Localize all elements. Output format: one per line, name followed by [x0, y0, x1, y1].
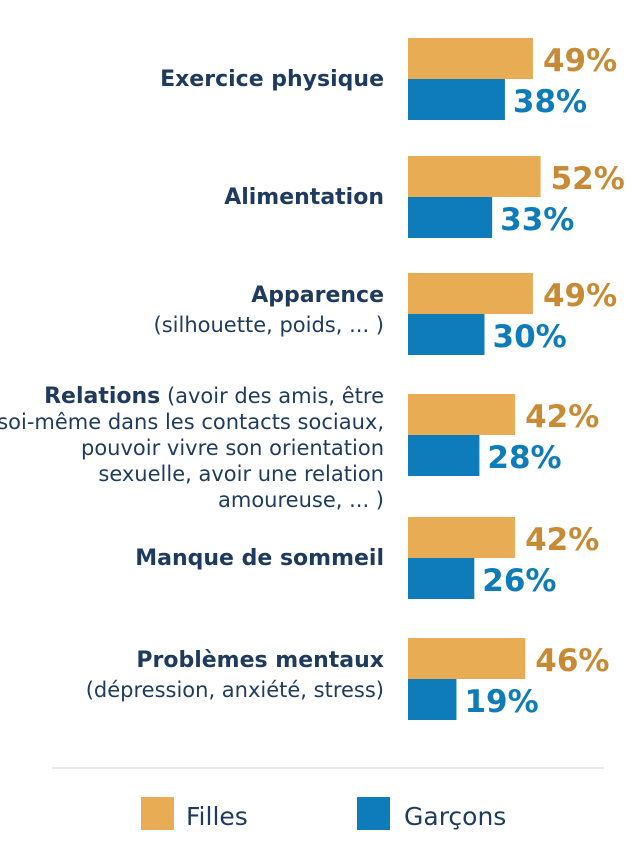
value-label-filles-alimentation: 52%	[551, 161, 625, 197]
value-label-garcons-problemes-mentaux: 19%	[464, 684, 538, 720]
bar-garcons-manque-de-sommeil	[408, 558, 475, 599]
value-label-filles-problemes-mentaux: 46%	[535, 643, 609, 679]
category-label-main: Problèmes mentaux	[136, 648, 384, 673]
bar-filles-apparence	[408, 273, 533, 314]
legend-label-filles: Filles	[186, 802, 248, 831]
bar-garcons-alimentation	[408, 197, 493, 238]
value-label-filles-apparence: 49%	[543, 278, 617, 314]
category-label-exercice-physique: Exercice physique	[160, 67, 384, 92]
value-label-garcons-apparence: 30%	[493, 319, 567, 355]
category-sublabel-problemes-mentaux: (dépression, anxiété, stress)	[86, 678, 384, 702]
category-sublabel-relations: amoureuse, ... )	[218, 488, 384, 512]
value-label-filles-manque-de-sommeil: 42%	[525, 522, 599, 558]
legend-label-garcons: Garçons	[404, 802, 506, 831]
category-label-alimentation: Alimentation	[224, 185, 384, 210]
legend-swatch-garcons	[357, 797, 390, 830]
category-label-relations: Relations (avoir des amis, être	[44, 384, 384, 409]
category-label-apparence: Apparence	[251, 283, 384, 308]
category-sublabel-relations: sexuelle, avoir une relation	[98, 462, 384, 486]
category-label-main: Alimentation	[224, 185, 384, 210]
value-label-garcons-exercice-physique: 38%	[513, 84, 587, 120]
category-label-main: Manque de sommeil	[135, 546, 384, 571]
value-label-filles-exercice-physique: 49%	[543, 43, 617, 79]
value-label-garcons-manque-de-sommeil: 26%	[482, 563, 556, 599]
legend-swatch-filles	[141, 797, 174, 830]
category-label-problemes-mentaux: Problèmes mentaux	[136, 648, 384, 673]
value-label-garcons-alimentation: 33%	[500, 202, 574, 238]
category-label-suffix: (avoir des amis, être	[160, 384, 384, 408]
bar-filles-problemes-mentaux	[408, 638, 526, 679]
category-sublabel-relations: soi-même dans les contacts sociaux,	[0, 410, 384, 434]
bar-filles-alimentation	[408, 156, 541, 197]
bar-filles-exercice-physique	[408, 38, 533, 79]
bar-garcons-problemes-mentaux	[408, 679, 457, 720]
category-label-main: Apparence	[251, 283, 384, 308]
category-sublabel-relations: pouvoir vivre son orientation	[81, 436, 384, 460]
value-label-filles-relations: 42%	[525, 399, 599, 435]
category-label-main: Exercice physique	[160, 67, 384, 92]
value-label-garcons-relations: 28%	[487, 440, 561, 476]
bar-garcons-relations	[408, 435, 480, 476]
category-label-main: Relations	[44, 384, 160, 409]
bar-filles-relations	[408, 394, 516, 435]
category-label-manque-de-sommeil: Manque de sommeil	[135, 546, 384, 571]
category-sublabel-apparence: (silhouette, poids, ... )	[154, 313, 384, 337]
bar-filles-manque-de-sommeil	[408, 517, 516, 558]
bar-garcons-exercice-physique	[408, 79, 505, 120]
bar-garcons-apparence	[408, 314, 485, 355]
